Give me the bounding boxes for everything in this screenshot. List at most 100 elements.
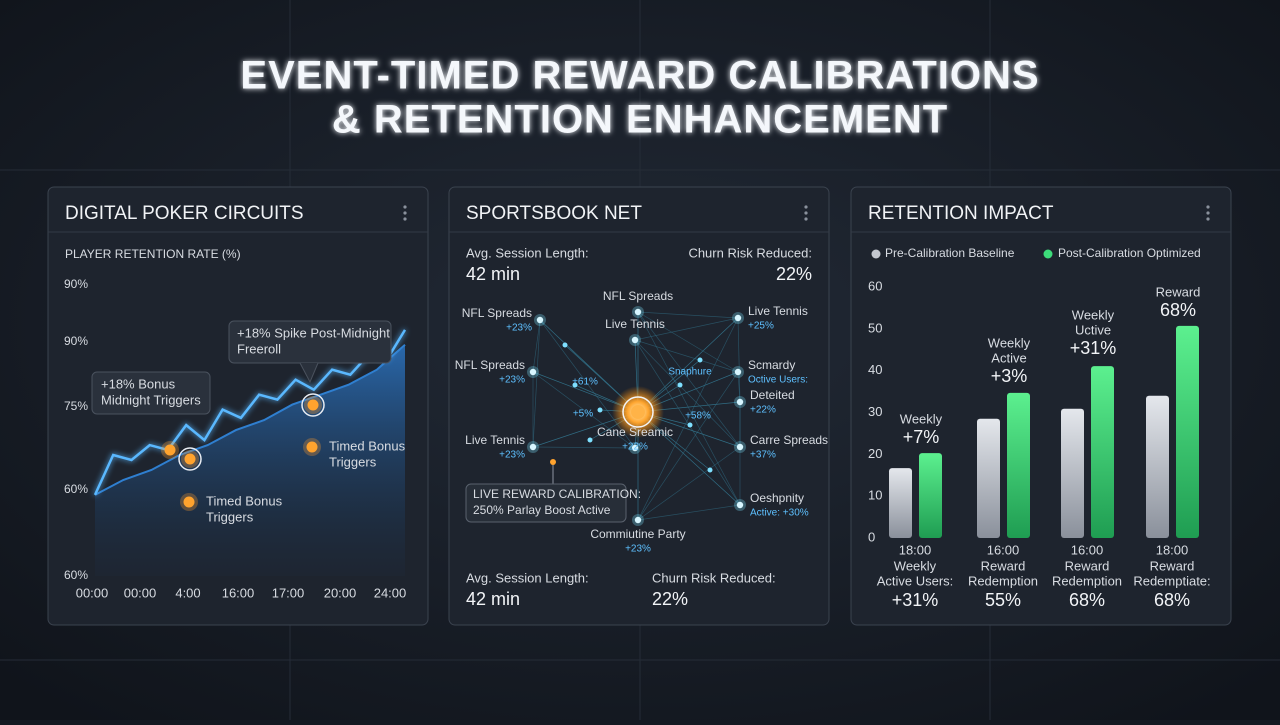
category-note: Weekly [894,558,937,573]
node-label: Commiutine Party [590,527,685,541]
annotation: Freeroll [237,341,281,356]
marker [183,496,195,508]
sub-node [687,422,693,428]
panel-title: SPORTSBOOK NET [466,203,642,224]
category-note: Reward [1065,558,1110,573]
stat-label: Churn Risk Reduced: [688,245,812,260]
group-label: Weekly [1072,307,1115,322]
group-label: Weekly [900,411,943,426]
y-tick-label: 90% [64,277,88,291]
node-value: +22% [622,442,648,453]
group-label: +31% [1070,338,1117,358]
bar [889,468,912,538]
node-label: Oeshpnity [750,491,804,505]
group-label: Reward [1156,284,1201,299]
x-tick-label: 17:00 [272,585,305,600]
area [95,344,405,576]
page-title: EVENT-TIMED REWARD CALIBRATIONS [240,54,1039,98]
y-tick-label: 30 [868,404,882,419]
bar [1146,395,1169,538]
group-label: +3% [991,366,1028,386]
inner-label: +58% [685,411,711,422]
category-value: 68% [1069,590,1105,610]
legend-label: Post-Calibration Optimized [1058,246,1201,260]
bar [1176,325,1199,538]
bar [1061,408,1084,538]
y-tick-label: 60% [64,568,88,582]
category-value: +31% [892,590,939,610]
y-tick-label: 50 [868,320,882,335]
x-tick-label: 4:00 [175,585,200,600]
category-note: Reward [1150,558,1195,573]
marker-ring [301,393,325,417]
node [529,443,537,451]
node-label: Live Tennis [605,317,665,331]
node-label: Deteited [750,388,795,402]
node-value: +23% [625,544,651,555]
core-node [631,405,645,419]
edge [532,446,636,449]
x-tick-label: 20:00 [324,585,357,600]
panel-title: RETENTION IMPACT [868,203,1054,224]
marker [184,453,196,465]
edge [637,311,741,506]
group-label: Uctive [1075,322,1111,337]
x-tick-label: 18:00 [899,542,932,557]
sub-node [677,382,683,388]
edge [737,371,741,403]
group-label: Weekly [988,335,1031,350]
edge [532,319,541,373]
callout-box [91,371,211,415]
inner-label: +5% [573,409,593,420]
node-label: Live Tennis [748,304,808,318]
edge [634,317,739,341]
node [634,308,642,316]
edge [634,339,739,373]
group-label: 68% [1160,300,1196,320]
node-value: +37% [750,450,776,461]
y-tick-label: 20 [868,446,882,461]
y-tick-label: 10 [868,488,882,503]
edge [637,317,739,521]
edge [634,339,741,448]
y-tick-label: 90% [64,334,88,348]
sub-node [562,342,568,348]
marker-ring [178,447,202,471]
edge [637,311,741,448]
node-value: +23% [499,450,525,461]
callout-box [465,483,627,523]
node [734,314,742,322]
node [631,336,639,344]
sub-node [572,382,578,388]
stat-value: 22% [776,264,812,284]
stat-value: 22% [652,589,688,609]
group-label: Active [991,350,1026,365]
inner-label: Snaphure [668,367,712,378]
marker [164,444,176,456]
node-label: NFL Spreads [462,306,532,320]
stat-label: Avg. Session Length: [466,245,589,260]
edge [737,317,741,403]
category-note: Redemptiate: [1133,573,1210,588]
node [631,444,639,452]
marker [306,441,318,453]
bar [1091,366,1114,538]
sub-node [597,407,603,413]
edge [637,446,741,521]
node-label: NFL Spreads [455,358,525,372]
bar [977,418,1000,538]
menu-icons[interactable] [403,205,1210,221]
node-label: Cane Sreamic [597,425,673,439]
bar [1007,392,1030,538]
edge [532,319,541,448]
legend-swatch [1043,249,1053,259]
category-value: 55% [985,590,1021,610]
edge [637,311,739,373]
annotation: Timed Bonus [206,493,283,508]
node-value: +22% [750,405,776,416]
annotation: Midnight Triggers [101,392,201,407]
group-label: +7% [903,427,940,447]
node [536,316,544,324]
